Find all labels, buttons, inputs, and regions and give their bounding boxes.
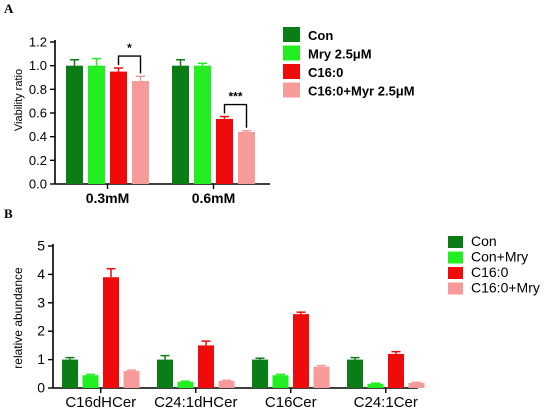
panel-a-letter: A xyxy=(4,1,14,16)
b-bar xyxy=(62,359,78,388)
b-y-tick-label: 2 xyxy=(37,323,45,339)
b-bar xyxy=(177,381,194,388)
a-y-tick-label: 1.0 xyxy=(29,58,47,73)
panel-b-y-axis-label: relative abundance xyxy=(11,267,25,369)
b-x-tick-label: C24:1Cer xyxy=(354,394,418,411)
a-bar xyxy=(216,118,233,184)
b-y-tick-label: 0 xyxy=(37,380,45,396)
b-bar xyxy=(313,366,330,388)
b-legend-label: Con+Mry xyxy=(471,249,528,265)
b-x-tick-label: C16Cer xyxy=(265,394,317,411)
a-y-tick-label: 0.0 xyxy=(29,177,47,192)
b-bar xyxy=(123,370,140,388)
b-legend-swatch xyxy=(448,282,463,295)
panel-b-bars xyxy=(62,267,425,388)
a-legend-label: Mry 2.5μM xyxy=(308,47,372,62)
a-legend-swatch xyxy=(283,27,300,42)
panel-b-x-ticks: C16dHCer C24:1dHCer C16Cer C24:1Cer xyxy=(65,388,418,411)
a-y-tick-label: 0.6 xyxy=(29,106,47,121)
a-y-tick-label: 0.8 xyxy=(29,82,47,97)
b-bar xyxy=(293,314,309,388)
b-bar xyxy=(252,359,268,388)
b-y-tick-label: 4 xyxy=(37,266,45,282)
b-legend-label: C16:0 xyxy=(471,264,509,280)
a-legend-swatch xyxy=(283,64,300,79)
a-bar xyxy=(238,131,255,184)
b-legend-swatch xyxy=(448,236,463,248)
b-legend-label: Con xyxy=(471,233,497,249)
a-significance-label: * xyxy=(127,41,132,55)
a-significance-bracket xyxy=(117,55,142,74)
b-bar xyxy=(103,277,119,388)
panel-a-y-axis-label: Viability ratio xyxy=(13,69,25,131)
b-x-tick-label: C24:1dHCer xyxy=(154,394,237,411)
a-significance-bracket xyxy=(223,103,248,128)
b-legend-swatch xyxy=(448,251,463,264)
a-legend-swatch xyxy=(283,45,300,61)
a-y-tick-label: 1.2 xyxy=(29,35,47,50)
a-bar xyxy=(110,71,127,184)
b-y-tick-label: 1 xyxy=(37,351,45,367)
a-legend-label: C16:0+Myr 2.5μM xyxy=(308,84,415,99)
a-legend-label: Con xyxy=(308,28,333,43)
panel-a-x-ticks: 0.3mM 0.6mM xyxy=(86,184,236,206)
b-legend-label: C16:0+Mry xyxy=(471,280,540,296)
a-bar xyxy=(132,81,149,184)
panel-a-axes xyxy=(54,40,270,185)
panel-b-chart: B relative abundance 0 1 2 3 4 5 C16dHCer C24:… xyxy=(4,206,540,411)
b-y-tick-label: 3 xyxy=(37,294,45,310)
panel-a-bars xyxy=(66,57,255,184)
b-legend-swatch xyxy=(448,267,463,279)
a-bar xyxy=(66,65,83,184)
b-bar xyxy=(272,375,289,388)
a-bar xyxy=(172,65,189,184)
b-bar xyxy=(218,380,235,388)
a-x-tick-label: 0.3mM xyxy=(86,190,130,206)
b-bar xyxy=(157,359,173,388)
b-bar xyxy=(388,353,404,388)
a-bar xyxy=(194,65,211,184)
panel-b-letter: B xyxy=(4,206,13,221)
a-bar xyxy=(88,65,105,184)
b-bar xyxy=(367,383,384,388)
panel-a-chart: A Viability ratio 0.00.20.40.60.81.01.2 … xyxy=(4,1,415,206)
a-y-tick-label: 0.4 xyxy=(29,129,47,144)
b-bar xyxy=(347,359,363,388)
panel-a-significance: **** xyxy=(117,41,248,128)
panel-a-legend: Con Mry 2.5μM C16:0 C16:0+Myr 2.5μM xyxy=(283,27,415,99)
b-bar xyxy=(408,382,425,388)
b-bar xyxy=(82,375,99,388)
panel-a-y-ticks: 0.0 0.2 0.4 0.6 0.8 1.0 1.2 xyxy=(29,35,55,192)
b-y-tick-label: 5 xyxy=(37,238,45,254)
a-x-tick-label: 0.6mM xyxy=(192,190,236,206)
a-significance-label: *** xyxy=(228,90,242,104)
b-bar xyxy=(198,345,214,388)
a-legend-swatch xyxy=(283,82,300,98)
a-legend-label: C16:0 xyxy=(308,65,343,80)
a-y-tick-label: 0.2 xyxy=(29,153,47,168)
panel-b-y-ticks: 0 1 2 3 4 5 xyxy=(37,238,53,396)
b-x-tick-label: C16dHCer xyxy=(65,394,136,411)
